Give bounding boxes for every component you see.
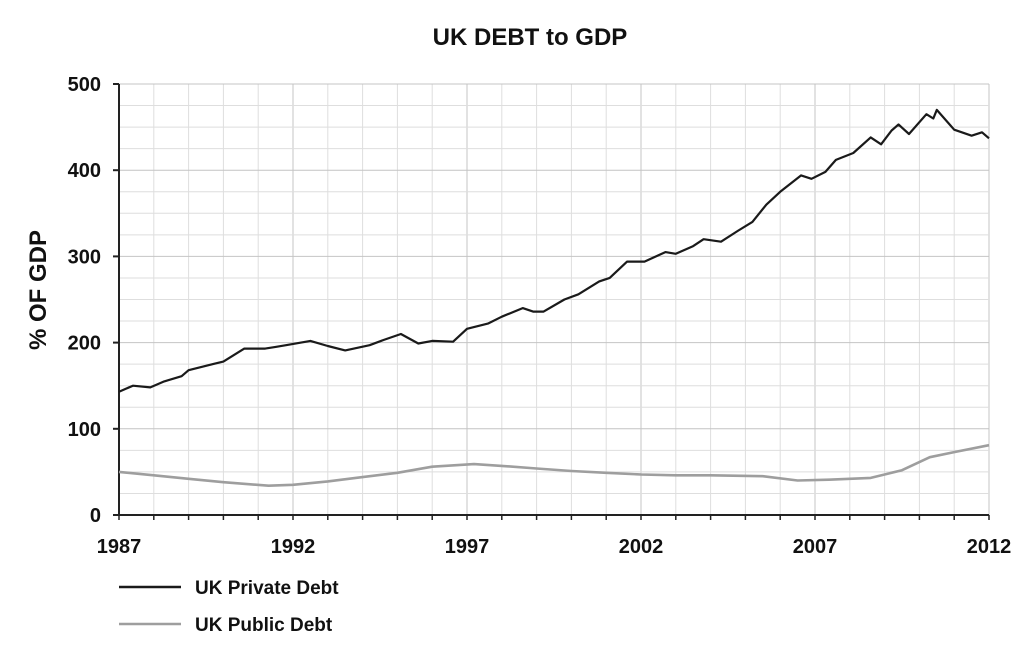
x-tick-label: 2012 bbox=[967, 536, 1012, 558]
chart-title: UK DEBT to GDP bbox=[433, 24, 628, 51]
x-tick-label: 1992 bbox=[271, 536, 316, 558]
axes bbox=[118, 84, 989, 516]
y-tick-label: 0 bbox=[90, 505, 101, 527]
x-tick-label: 1997 bbox=[445, 536, 490, 558]
y-ticks: 0 100 200 300 400 500 bbox=[68, 74, 119, 527]
y-axis-label: % OF GDP bbox=[25, 230, 52, 350]
y-tick-label: 300 bbox=[68, 246, 101, 268]
legend: UK Private Debt UK Public Debt bbox=[119, 578, 339, 636]
x-ticks: 1987 1992 1997 2002 2007 2012 bbox=[97, 515, 1012, 558]
y-tick-label: 200 bbox=[68, 333, 101, 355]
series-line-public-debt bbox=[118, 443, 990, 488]
series-line-private-debt bbox=[118, 108, 990, 393]
legend-label: UK Public Debt bbox=[195, 615, 333, 636]
y-tick-label: 100 bbox=[68, 419, 101, 441]
y-tick-label: 500 bbox=[68, 74, 101, 96]
x-tick-label: 2007 bbox=[793, 536, 838, 558]
x-tick-label: 1987 bbox=[97, 536, 142, 558]
grid bbox=[118, 83, 990, 516]
legend-label: UK Private Debt bbox=[195, 578, 339, 599]
y-tick-label: 400 bbox=[68, 160, 101, 182]
series-lines bbox=[118, 108, 990, 488]
x-tick-label: 2002 bbox=[619, 536, 664, 558]
